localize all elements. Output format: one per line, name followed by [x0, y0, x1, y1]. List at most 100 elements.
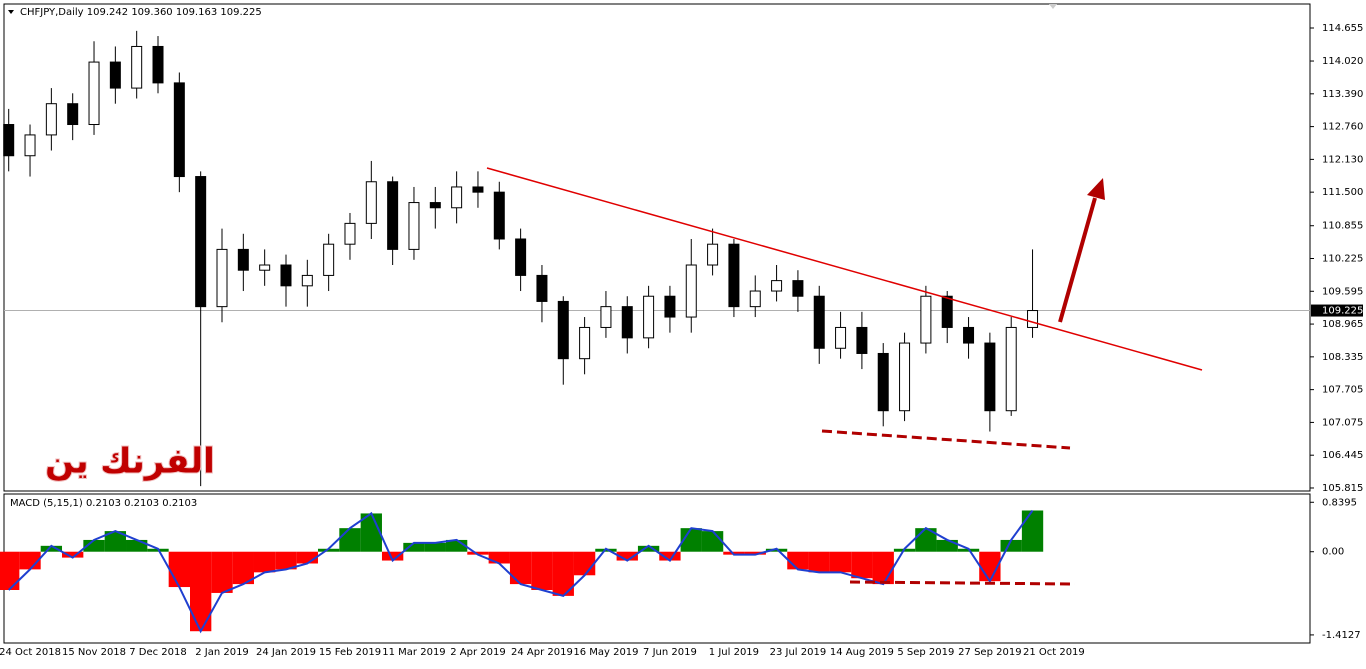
macd-bar	[424, 542, 446, 552]
candle-body	[728, 243, 740, 308]
candle-body	[707, 243, 719, 266]
macd-bar	[488, 551, 510, 564]
candle-body	[237, 248, 249, 271]
x-tick-label: 27 Sep 2019	[958, 647, 1021, 658]
y-tick-label: 0.8395	[1322, 497, 1357, 508]
macd-support-line	[849, 580, 1076, 586]
candle-body	[1005, 326, 1017, 412]
candle-body	[131, 45, 143, 89]
macd-bar	[1021, 510, 1044, 552]
x-tick-label: 16 May 2019	[573, 647, 638, 658]
y-tick-label: 107.075	[1322, 417, 1363, 428]
x-tick-label: 23 Jul 2019	[770, 647, 827, 658]
macd-bar	[680, 528, 702, 552]
candle-body	[643, 295, 655, 339]
macd-bar	[552, 551, 574, 596]
x-tick-label: 2 Jan 2019	[195, 647, 249, 658]
candle-body	[24, 134, 36, 157]
macd-bar	[787, 551, 809, 570]
macd-bar	[445, 539, 468, 552]
candle-body	[685, 264, 697, 318]
candle-body	[664, 295, 676, 318]
macd-bar	[126, 539, 148, 552]
macd-bar	[701, 531, 724, 552]
candle-body	[877, 352, 889, 412]
candle-body	[792, 280, 804, 297]
macd-title: MACD (5,15,1) 0.2103 0.2103 0.2103	[10, 498, 197, 509]
macd-bar	[211, 551, 233, 593]
macd-bar	[936, 539, 958, 552]
macd-bar	[744, 551, 766, 555]
macd-bar	[1000, 539, 1022, 552]
macd-bar	[531, 551, 553, 590]
candle-body	[472, 186, 484, 193]
arrow-head	[1087, 178, 1105, 200]
x-tick-label: 7 Jun 2019	[643, 647, 697, 658]
y-tick-label: 113.390	[1322, 89, 1363, 100]
candle-body	[152, 45, 164, 84]
candle-body	[621, 306, 633, 339]
x-tick-label: 1 Jul 2019	[709, 647, 759, 658]
candle-body	[579, 326, 591, 360]
candle-body	[67, 103, 79, 126]
candle-body	[451, 186, 463, 209]
macd-bar	[275, 551, 297, 570]
x-tick-label: 2 Apr 2019	[450, 647, 505, 658]
y-tick-label: 111.500	[1322, 187, 1363, 198]
candle-body	[600, 306, 612, 328]
trend-line	[486, 167, 1203, 371]
macd-bar	[637, 545, 660, 552]
y-tick-label: 108.335	[1322, 352, 1363, 363]
current-price-box	[1311, 304, 1363, 317]
y-tick-label: 108.965	[1322, 319, 1363, 330]
candle-body	[429, 202, 441, 209]
candle-body	[301, 274, 313, 287]
x-tick-label: 14 Aug 2019	[830, 647, 894, 658]
chart-title: CHFJPY,Daily 109.242 109.360 109.163 109…	[20, 7, 262, 18]
candle-body	[835, 326, 847, 349]
x-tick-label: 11 Mar 2019	[382, 647, 445, 658]
y-tick-label: 0.00	[1322, 547, 1344, 558]
macd-bar	[317, 548, 340, 552]
x-tick-label: 24 Apr 2019	[511, 647, 573, 658]
support-line	[821, 429, 1071, 450]
macd-bar	[253, 551, 276, 573]
annotation: الفرنك ين	[45, 442, 215, 482]
candle-body	[88, 61, 100, 126]
candle-body	[493, 191, 505, 240]
current-price-label: 109.225	[1322, 306, 1363, 317]
macd-bar	[872, 551, 894, 585]
macd-bar	[104, 531, 127, 552]
candle-body	[323, 243, 335, 276]
candle-body	[941, 295, 953, 328]
macd-bar	[83, 539, 105, 552]
macd-bar	[0, 551, 20, 590]
candle-body	[216, 248, 228, 308]
candle-body	[856, 326, 868, 354]
y-tick-label: -1.4127	[1322, 630, 1361, 641]
macd-bar	[403, 542, 425, 552]
menu-triangle	[8, 10, 14, 14]
candle-body	[387, 181, 399, 250]
candle-body	[195, 176, 207, 308]
y-tick-label: 110.855	[1322, 221, 1363, 232]
x-tick-label: 21 Oct 2019	[1023, 647, 1085, 658]
candle-body	[920, 295, 932, 344]
candle-body	[365, 181, 377, 224]
candle-body	[557, 300, 569, 360]
candle-body	[173, 82, 185, 178]
candle-body	[536, 274, 548, 302]
y-tick-label: 109.595	[1322, 286, 1363, 297]
x-tick-label: 15 Nov 2018	[62, 647, 126, 658]
candle-body	[771, 280, 783, 292]
macd-bar	[808, 551, 830, 573]
x-tick-label: 24 Oct 2018	[0, 647, 61, 658]
candle-body	[109, 61, 121, 89]
candle-body	[45, 103, 57, 136]
candle-body	[1027, 310, 1039, 328]
macd-bar	[40, 545, 63, 552]
macd-bar	[381, 551, 404, 561]
x-tick-label: 5 Sep 2019	[897, 647, 954, 658]
y-tick-label: 114.020	[1322, 56, 1363, 67]
